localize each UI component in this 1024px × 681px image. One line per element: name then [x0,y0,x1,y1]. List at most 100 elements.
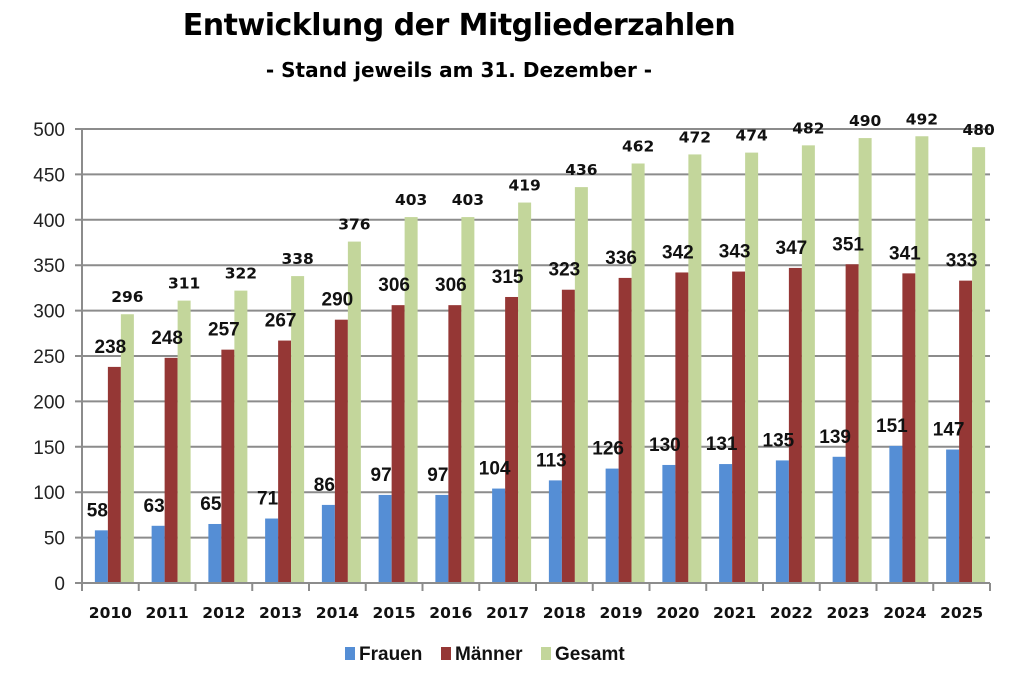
data-label-gesamt: 482 [792,119,824,137]
bar-frauen [548,480,562,583]
data-label-frauen: 65 [200,494,222,515]
bars [94,136,986,584]
data-label-maenner: 290 [322,290,354,311]
x-tick-label: 2023 [827,604,870,622]
data-label-maenner: 323 [549,260,581,281]
data-label-gesamt: 322 [225,265,257,283]
data-label-frauen: 126 [592,439,624,460]
data-label-gesamt: 462 [622,138,654,156]
bar-frauen [321,504,335,583]
y-tick-label: 300 [33,302,65,323]
bar-maenner [618,277,632,583]
data-label-maenner: 315 [492,267,524,288]
x-tick-label: 2015 [373,604,416,622]
data-label-frauen: 147 [933,420,965,441]
bar-maenner [675,272,689,583]
bar-gesamt [291,276,305,583]
data-label-frauen: 86 [314,475,335,496]
x-tick-label: 2014 [316,604,359,622]
x-tick-label: 2010 [89,604,132,622]
bar-frauen [492,488,506,583]
y-tick-label: 350 [33,256,65,277]
bar-maenner [334,319,348,583]
data-label-maenner: 333 [946,251,978,272]
bar-frauen [151,525,165,583]
bar-gesamt [574,187,588,583]
data-label-maenner: 257 [208,320,240,341]
bar-gesamt [120,314,134,583]
bar-maenner [164,357,178,583]
y-tick-label: 100 [33,483,65,504]
bar-frauen [94,530,108,583]
data-label-frauen: 135 [763,430,795,451]
bar-gesamt [688,154,702,583]
data-label-maenner: 238 [95,337,127,358]
bar-frauen [775,460,789,583]
bar-frauen [435,494,449,583]
data-label-gesamt: 472 [679,128,711,146]
x-tick-label: 2022 [770,604,813,622]
legend-swatch-maenner [441,647,451,660]
x-tick-label: 2021 [713,604,756,622]
bar-gesamt [234,290,248,583]
x-tick-label: 2017 [486,604,529,622]
legend-label-gesamt: Gesamt [555,644,625,665]
data-label-maenner: 342 [662,242,694,263]
x-tick-label: 2013 [259,604,302,622]
bar-gesamt [915,136,929,583]
bar-frauen [605,468,619,583]
data-label-gesamt: 436 [565,161,597,179]
y-tick-label: 150 [33,438,65,459]
y-tick-label: 0 [54,574,65,595]
data-label-gesamt: 403 [452,191,484,209]
x-tick-label: 2018 [543,604,586,622]
data-label-maenner: 341 [889,243,921,264]
data-label-gesamt: 338 [281,250,313,268]
data-label-frauen: 139 [819,427,851,448]
bar-frauen [832,456,846,583]
y-tick-label: 250 [33,347,65,368]
y-tick-label: 450 [33,165,65,186]
data-label-maenner: 306 [378,275,410,296]
x-tick-label: 2024 [883,604,926,622]
x-axis: 2010 2011 2012 2013 2014 2015 2016 2017 2018 2019… [81,582,991,622]
y-tick-label: 500 [33,120,65,141]
data-label-maenner: 248 [151,328,183,349]
data-label-frauen: 130 [649,435,681,456]
bar-frauen [208,523,222,583]
bar-maenner [221,349,235,583]
legend-swatch-gesamt [541,647,551,660]
data-label-frauen: 97 [427,465,448,486]
bar-frauen [265,518,279,583]
data-label-maenner: 351 [832,234,864,255]
data-label-frauen: 113 [536,450,567,471]
data-label-gesamt: 311 [168,275,200,293]
bar-gesamt [801,145,815,583]
chart-title: Entwicklung der Mitgliederzahlen [182,8,736,43]
bar-maenner [845,264,859,583]
y-tick-label: 200 [33,392,65,413]
data-label-gesamt: 376 [338,216,370,234]
y-tick-label: 400 [33,211,65,232]
bar-gesamt [631,163,645,583]
bar-gesamt [745,152,759,583]
bar-maenner [505,296,519,583]
data-label-frauen: 104 [479,459,511,480]
bar-gesamt [404,217,418,584]
data-label-frauen: 58 [87,500,108,521]
x-tick-label: 2011 [146,604,189,622]
bar-frauen [889,445,903,583]
bar-maenner [448,305,462,583]
bar-maenner [788,267,802,583]
bar-frauen [662,464,676,583]
x-tick-label: 2025 [940,604,983,622]
data-label-maenner: 336 [605,248,637,269]
legend: Frauen Männer Gesamt [345,644,625,665]
data-label-maenner: 267 [265,311,297,332]
bar-maenner [732,271,746,583]
data-label-frauen: 63 [144,496,165,517]
data-label-frauen: 151 [876,416,908,437]
x-tick-label: 2020 [656,604,699,622]
bar-maenner [959,280,973,583]
bar-gesamt [347,241,361,584]
